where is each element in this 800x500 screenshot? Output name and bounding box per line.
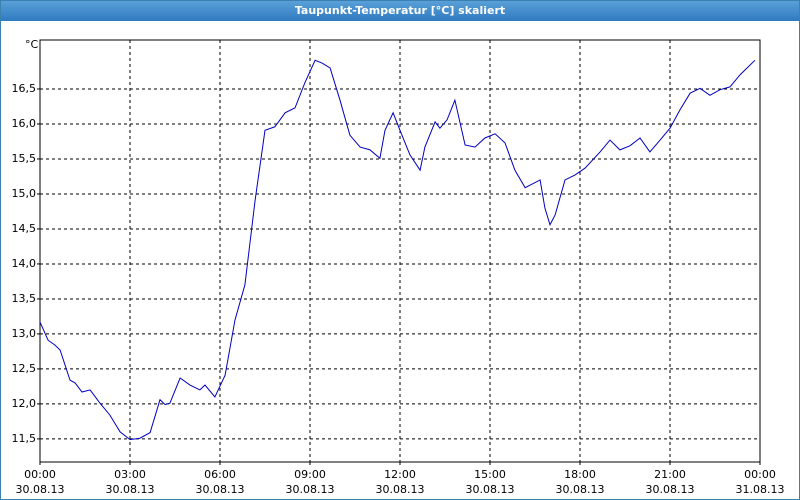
x-tick-date: 30.08.13 <box>106 483 155 496</box>
x-tick-label: 06:00 <box>204 468 236 481</box>
x-tick-date: 30.08.13 <box>286 483 335 496</box>
x-tick-label: 12:00 <box>384 468 416 481</box>
y-tick-label: 14,5 <box>12 222 37 235</box>
x-tick-date: 30.08.13 <box>556 483 605 496</box>
y-tick-label: 12,5 <box>12 362 37 375</box>
y-tick-label: 15,0 <box>12 187 37 200</box>
x-tick-label: 18:00 <box>564 468 596 481</box>
y-tick-label: 11,5 <box>12 432 37 445</box>
y-tick-label: 14,0 <box>12 257 37 270</box>
y-tick-label: 13,0 <box>12 327 37 340</box>
x-tick-date: 30.08.13 <box>376 483 425 496</box>
x-tick-label: 21:00 <box>654 468 686 481</box>
y-tick-label: 12,0 <box>12 397 37 410</box>
title-bar: Taupunkt-Temperatur [°C] skaliert <box>1 1 799 21</box>
line-series <box>39 59 756 441</box>
x-tick-label: 00:00 <box>24 468 56 481</box>
x-tick-date: 30.08.13 <box>466 483 515 496</box>
x-tick-date: 30.08.13 <box>16 483 65 496</box>
x-tick-date: 30.08.13 <box>646 483 695 496</box>
y-tick-label: 16,0 <box>12 117 37 130</box>
y-tick-label: 16,5 <box>12 82 37 95</box>
y-unit: °C <box>25 38 39 51</box>
x-tick-date: 30.08.13 <box>196 483 245 496</box>
x-tick-label: 03:00 <box>114 468 146 481</box>
x-tick-label: 15:00 <box>474 468 506 481</box>
x-tick-label: 09:00 <box>294 468 326 481</box>
y-tick-label: 13,5 <box>12 292 37 305</box>
y-tick-label: 15,5 <box>12 152 37 165</box>
x-tick-date: 31.08.13 <box>736 483 785 496</box>
x-tick-label: 00:00 <box>744 468 776 481</box>
